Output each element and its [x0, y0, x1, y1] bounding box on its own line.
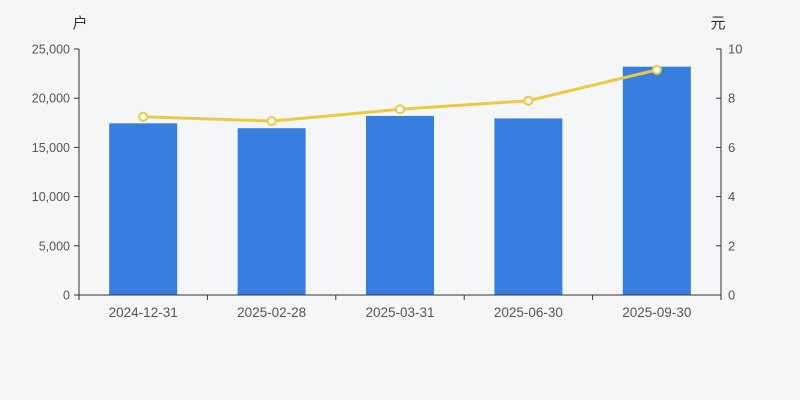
- line-marker-2025-03-31[interactable]: [395, 104, 405, 115]
- x-axis-label-2025-09-30: 2025-09-30: [622, 305, 691, 320]
- x-axis-label-2025-02-28: 2025-02-28: [237, 305, 306, 320]
- left-axis-tick-label: 0: [63, 289, 70, 303]
- right-axis-tick-label: 8: [728, 91, 735, 106]
- right-axis-tick-label: 2: [728, 238, 735, 253]
- line-marker-2025-09-30[interactable]: [651, 64, 662, 75]
- right-axis-title: 元: [710, 15, 726, 32]
- left-axis-tick-label: 15,000: [32, 141, 70, 155]
- left-axis-tick-label: 10,000: [32, 190, 70, 204]
- x-axis-label-2025-03-31: 2025-03-31: [365, 305, 434, 320]
- bar-2025-03-31[interactable]: [366, 115, 434, 296]
- right-axis-tick-label: 0: [728, 288, 735, 303]
- bar-2025-02-28[interactable]: [237, 128, 306, 295]
- bar-2025-06-30[interactable]: [494, 118, 563, 296]
- x-axis-label-2024-12-31: 2024-12-31: [109, 305, 178, 320]
- left-axis-tick-label: 25,000: [32, 43, 70, 57]
- left-axis-tick-label: 20,000: [32, 92, 70, 106]
- bar-2024-12-31[interactable]: [109, 123, 178, 295]
- left-axis-tick-label: 5,000: [39, 239, 70, 253]
- x-axis-label-2025-06-30: 2025-06-30: [494, 305, 563, 320]
- line-marker-2025-06-30[interactable]: [523, 95, 534, 106]
- bar-2025-09-30[interactable]: [622, 66, 691, 295]
- right-axis-tick-label: 10: [728, 42, 742, 57]
- right-axis-tick-label: 6: [728, 140, 735, 155]
- line-marker-2024-12-31[interactable]: [138, 111, 149, 122]
- right-axis-tick-label: 4: [728, 189, 735, 204]
- line-marker-2025-02-28[interactable]: [266, 116, 277, 127]
- left-axis-title: 户: [72, 15, 88, 32]
